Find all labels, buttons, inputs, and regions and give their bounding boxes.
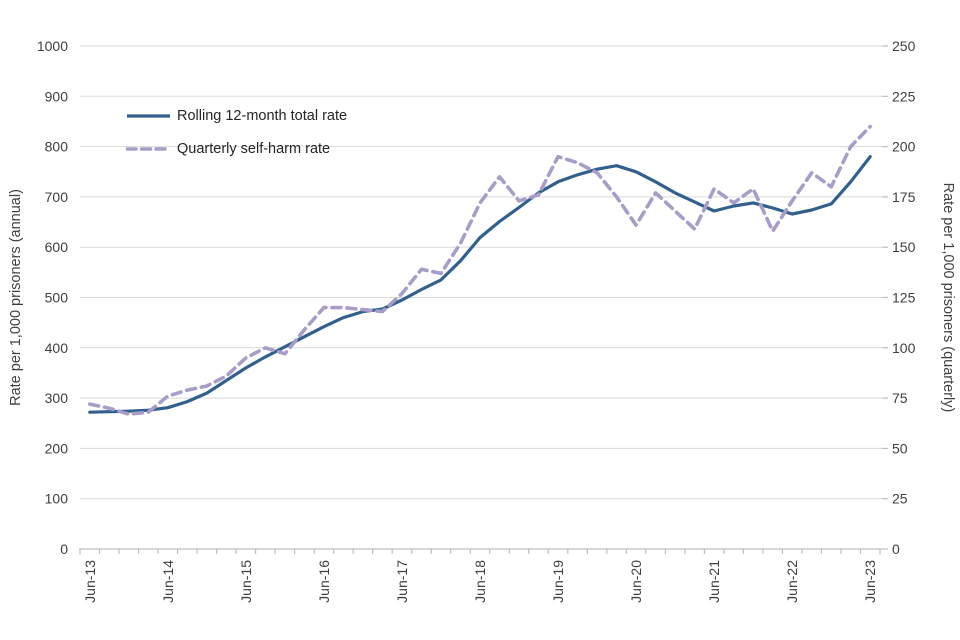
svg-text:250: 250	[892, 38, 916, 54]
svg-text:700: 700	[45, 189, 69, 205]
svg-text:200: 200	[45, 440, 69, 456]
svg-text:Jun-17: Jun-17	[394, 560, 410, 603]
y-axis-left-title: Rate per 1,000 prisoners (annual)	[8, 189, 24, 406]
y-axis-right-tick-labels: 0 25 50 75 100 125 150 175 200 225 250	[892, 38, 916, 557]
svg-text:800: 800	[45, 139, 69, 155]
svg-text:600: 600	[45, 239, 69, 255]
svg-text:400: 400	[45, 340, 69, 356]
svg-text:300: 300	[45, 390, 69, 406]
svg-text:200: 200	[892, 139, 916, 155]
x-axis-tick-labels: Jun-13 Jun-14 Jun-15 Jun-16 Jun-17 Jun-18 Jun-…	[82, 560, 878, 603]
svg-text:Jun-20: Jun-20	[628, 560, 644, 603]
svg-text:125: 125	[892, 290, 916, 306]
svg-text:150: 150	[892, 239, 916, 255]
svg-text:Jun-22: Jun-22	[784, 560, 800, 603]
series-quarterly-rate-line	[88, 124, 873, 417]
svg-text:500: 500	[45, 290, 69, 306]
svg-text:Jun-23: Jun-23	[862, 560, 878, 603]
svg-text:Jun-21: Jun-21	[706, 560, 722, 603]
svg-text:Jun-19: Jun-19	[550, 560, 566, 603]
y-axis-right-title: Rate per 1,000 prisoners (quarterly)	[940, 183, 956, 413]
legend-label-rolling-rate: Rolling 12-month total rate	[177, 108, 348, 124]
svg-text:25: 25	[892, 491, 908, 507]
legend-solid-line-swatch	[127, 114, 170, 118]
svg-text:0: 0	[60, 541, 68, 557]
svg-text:Jun-18: Jun-18	[472, 560, 488, 603]
svg-text:100: 100	[892, 340, 916, 356]
svg-text:Jun-13: Jun-13	[82, 560, 98, 603]
legend-dashed-line-swatch	[126, 147, 171, 151]
svg-text:100: 100	[45, 491, 69, 507]
svg-text:1000: 1000	[37, 38, 68, 54]
svg-text:225: 225	[892, 88, 916, 104]
gridlines	[80, 45, 882, 500]
svg-text:50: 50	[892, 440, 908, 456]
legend-item-quarterly-rate: Quarterly self-harm rate	[126, 141, 347, 157]
x-axis	[79, 45, 888, 554]
svg-text:Jun-16: Jun-16	[316, 560, 332, 603]
legend-item-rolling-rate: Rolling 12-month total rate	[126, 108, 347, 124]
svg-text:75: 75	[892, 390, 908, 406]
series-rolling-12-month-line	[88, 155, 872, 414]
y-axis-left-tick-labels: 0 100 200 300 400 500 600 700 800 900 1000	[37, 38, 68, 557]
svg-text:Jun-14: Jun-14	[160, 560, 176, 603]
legend-label-quarterly-rate: Quarterly self-harm rate	[177, 141, 331, 157]
svg-text:900: 900	[45, 88, 69, 104]
svg-text:0: 0	[892, 541, 900, 557]
svg-text:175: 175	[892, 189, 916, 205]
svg-text:Jun-15: Jun-15	[238, 560, 254, 603]
chart-legend: Rolling 12-month total rate Quarterly se…	[126, 108, 347, 157]
